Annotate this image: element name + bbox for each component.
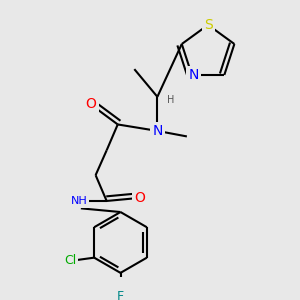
Text: N: N (152, 124, 163, 138)
Text: Cl: Cl (64, 254, 76, 267)
Text: H: H (167, 95, 174, 106)
Text: S: S (204, 18, 212, 32)
Text: O: O (85, 97, 96, 111)
Text: N: N (188, 68, 199, 82)
Text: F: F (117, 290, 124, 300)
Text: O: O (134, 191, 145, 205)
Text: NH: NH (70, 196, 87, 206)
